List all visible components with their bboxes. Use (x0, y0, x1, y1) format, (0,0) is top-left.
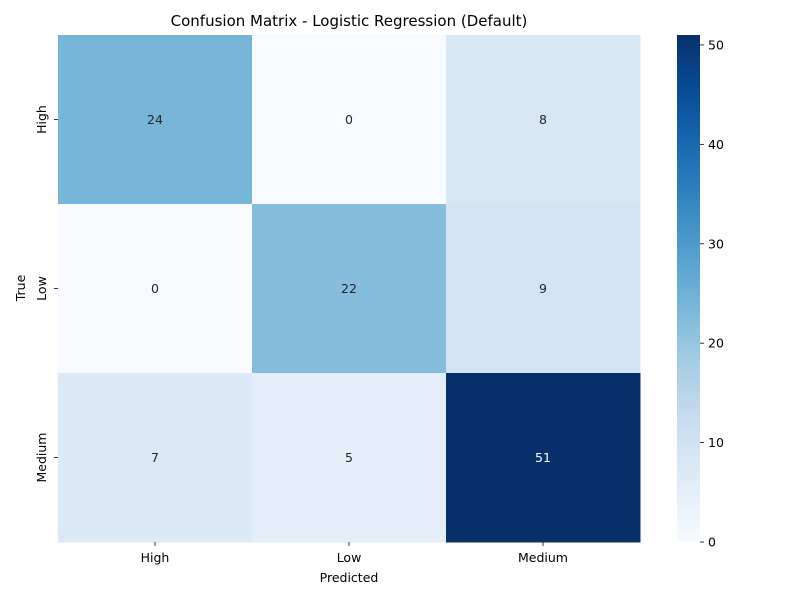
colorbar-tick-label-4: 40 (708, 137, 724, 152)
colorbar-gradient (677, 35, 700, 542)
heatmap-cell-1-0 (58, 204, 253, 374)
colorbar-tick-label-1: 10 (708, 435, 724, 450)
cell-value-label-0-2: 8 (539, 112, 547, 127)
cell-value-label-0-0: 24 (147, 112, 163, 127)
x-axis: High Low Medium (141, 542, 568, 565)
y-tick-label-1: Low (34, 276, 49, 301)
cell-value-label-2-1: 5 (345, 450, 353, 465)
heatmap-cell-2-0 (58, 373, 253, 543)
x-tick-label-1: Low (337, 550, 362, 565)
heatmap: 24 0 8 0 22 9 7 5 51 (58, 35, 641, 543)
colorbar: 0 10 20 30 40 50 (677, 35, 724, 550)
heatmap-cell-0-2 (446, 35, 641, 205)
cell-value-label-0-1: 0 (345, 112, 353, 127)
x-tick-label-0: High (141, 550, 170, 565)
colorbar-tick-label-2: 20 (708, 336, 724, 351)
cell-value-label-1-1: 22 (341, 281, 357, 296)
heatmap-cell-1-2 (446, 204, 641, 374)
colorbar-tick-label-0: 0 (708, 535, 716, 550)
cell-value-label-1-2: 9 (539, 281, 547, 296)
x-tick-label-2: Medium (518, 550, 568, 565)
cell-value-label-2-0: 7 (151, 450, 159, 465)
colorbar-tick-label-3: 30 (708, 236, 724, 251)
cell-value-label-2-2: 51 (535, 450, 551, 465)
y-axis-label: True (13, 274, 28, 302)
heatmap-cell-2-1 (252, 373, 447, 543)
heatmap-cell-0-1 (252, 35, 447, 205)
y-tick-label-2: Medium (34, 433, 49, 483)
colorbar-tick-label-5: 50 (708, 37, 724, 52)
heatmap-cell-0-0 (58, 35, 253, 205)
x-axis-label: Predicted (320, 570, 379, 585)
cell-value-label-1-0: 0 (151, 281, 159, 296)
heatmap-cell-2-2 (446, 373, 641, 543)
y-tick-label-0: High (34, 105, 49, 134)
chart-title: Confusion Matrix - Logistic Regression (… (171, 12, 528, 30)
y-axis: High Low Medium (34, 105, 58, 482)
heatmap-cell-1-1 (252, 204, 447, 374)
